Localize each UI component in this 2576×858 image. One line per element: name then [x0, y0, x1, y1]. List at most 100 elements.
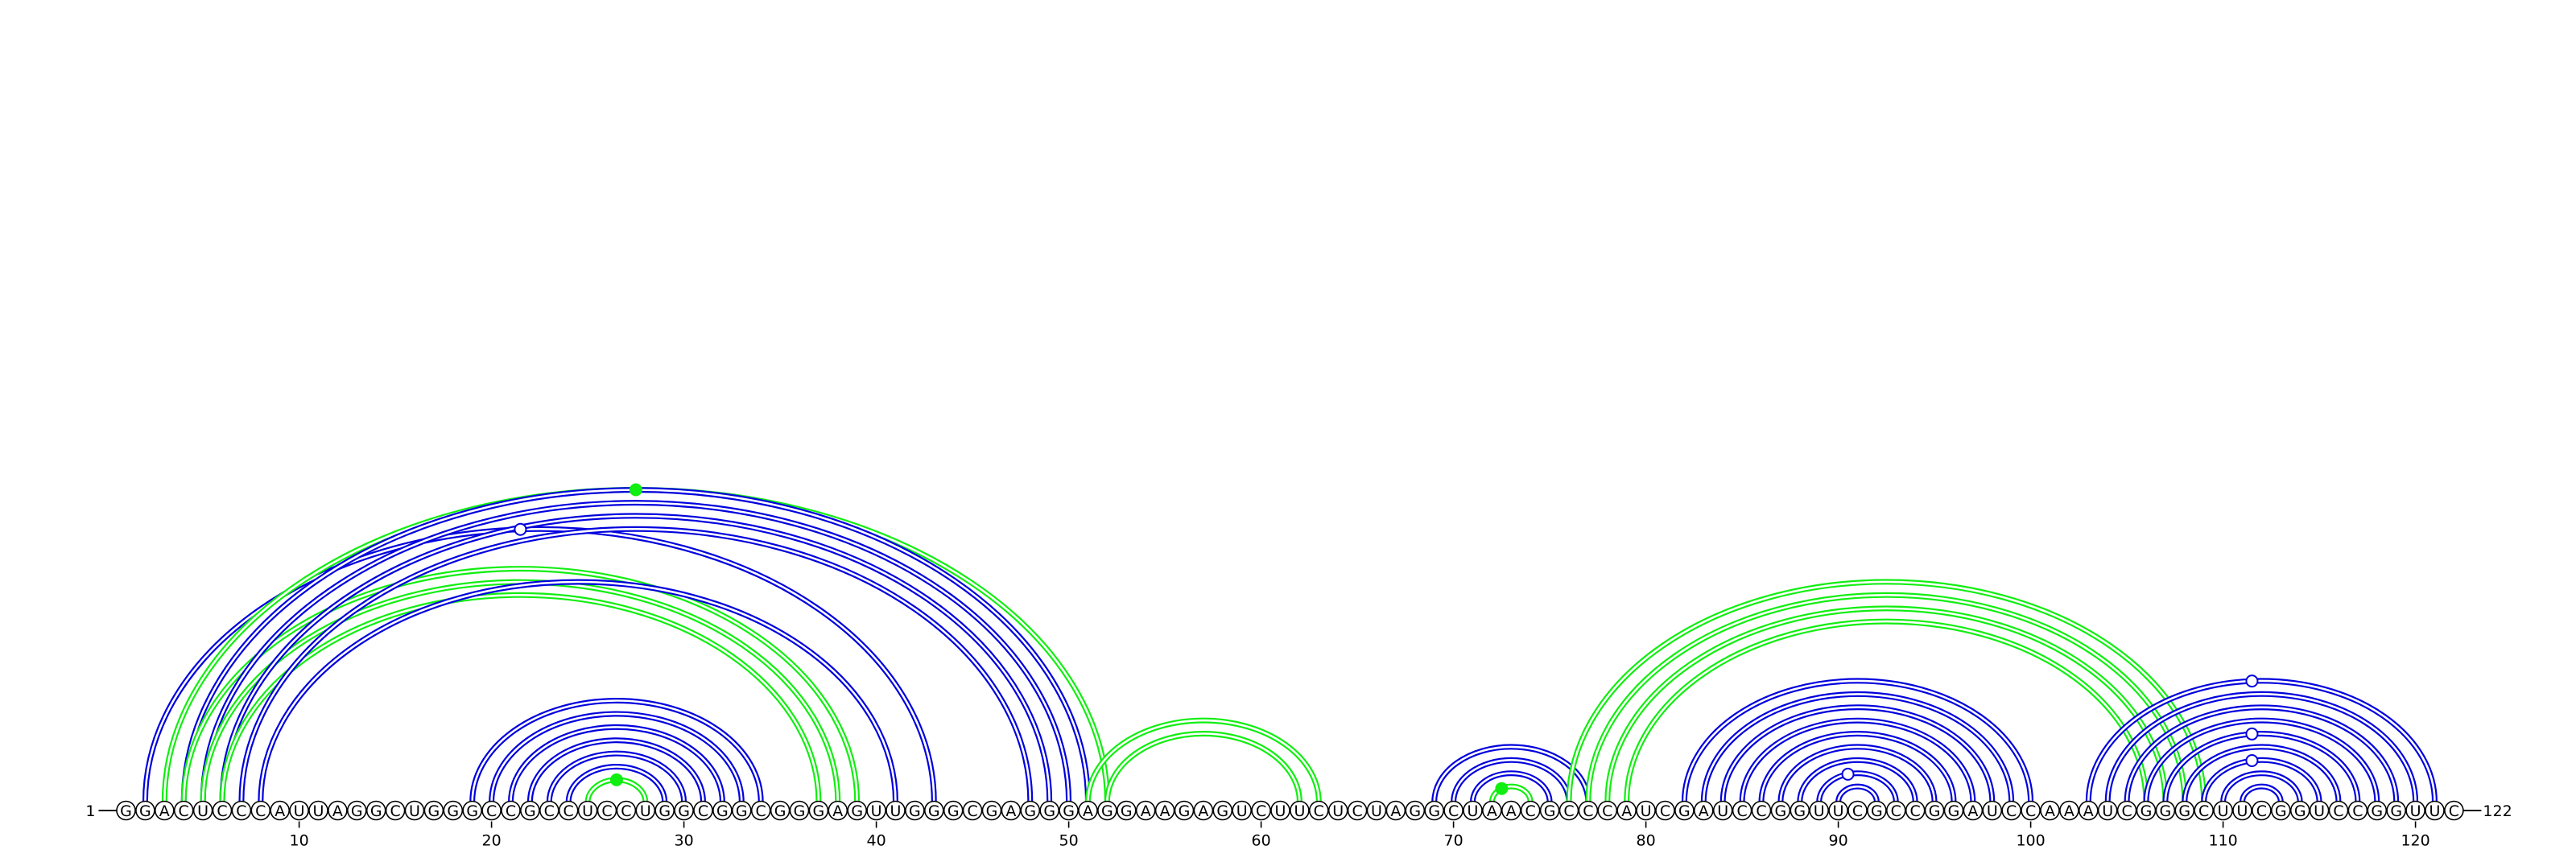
base-pair-arc-inner-22-31 — [529, 739, 704, 802]
nucleotide-letter-50: G — [1063, 802, 1075, 820]
nucleotide-circle-38 — [828, 800, 848, 821]
nucleotide-circle-84 — [1712, 800, 1733, 821]
base-pair-arc-inner-20-33 — [490, 712, 743, 802]
tick-label-80: 80 — [1637, 832, 1656, 850]
nucleotide-letter-21: C — [506, 802, 516, 820]
base-pair-arc-inner-79-106 — [1625, 620, 2148, 802]
nucleotide-letter-8: C — [255, 802, 266, 820]
nucleotide-letter-106: G — [2140, 802, 2153, 820]
tick-label-60: 60 — [1252, 832, 1271, 850]
nucleotide-letter-24: C — [564, 802, 574, 820]
nucleotide-letter-114: G — [2294, 802, 2306, 820]
nucleotide-circle-95 — [1924, 800, 1945, 821]
nucleotide-circle-72 — [1482, 800, 1502, 821]
nucleotide-letter-71: U — [1468, 802, 1479, 820]
nucleotide-circle-56 — [1174, 800, 1195, 821]
nucleotide-letter-29: G — [658, 802, 671, 820]
arc-marker-1 — [629, 483, 642, 497]
nucleotide-circle-50 — [1059, 800, 1079, 821]
nucleotide-circle-3 — [155, 800, 175, 821]
nucleotide-circle-54 — [1135, 800, 1156, 821]
nucleotide-circle-20 — [481, 800, 502, 821]
nucleotide-circle-29 — [654, 800, 675, 821]
nucleotide-letter-18: G — [447, 802, 459, 820]
base-pair-arc-inner-109-115 — [2202, 759, 2321, 802]
nucleotide-letter-2: G — [139, 802, 151, 820]
base-pair-arc-inner-87-95 — [1779, 745, 1936, 802]
nucleotide-letter-117: C — [2352, 802, 2363, 820]
nucleotide-circle-48 — [1020, 800, 1041, 821]
nucleotide-circle-92 — [1867, 800, 1887, 821]
arc-marker-6 — [2245, 674, 2259, 688]
nucleotide-letter-100: C — [2025, 802, 2036, 820]
position-axis: 10 20 30 40 50 60 70 80 90 100 110 120 — [290, 821, 2430, 850]
base-pair-arc-inner-7-48 — [240, 528, 1032, 802]
nucleotide-letter-103: A — [2083, 802, 2094, 820]
nucleotide-circle-111 — [2232, 800, 2252, 821]
nucleotide-letter-54: A — [1141, 802, 1151, 820]
nucleotide-circle-64 — [1327, 800, 1348, 821]
nucleotide-circle-99 — [2001, 800, 2021, 821]
nucleotide-circle-2 — [135, 800, 155, 821]
nucleotide-circle-11 — [308, 800, 328, 821]
nucleotide-circle-62 — [1290, 800, 1310, 821]
nucleotide-circle-27 — [616, 800, 637, 821]
nucleotide-circle-8 — [250, 800, 271, 821]
base-pair-arc-76-109 — [1566, 579, 2207, 802]
arc-marker-7 — [2245, 727, 2259, 740]
nucleotide-circle-85 — [1732, 800, 1752, 821]
nucleotide-circle-102 — [2059, 800, 2079, 821]
nucleotide-letter-30: G — [678, 802, 690, 820]
nucleotide-letter-92: G — [1871, 802, 1883, 820]
nucleotide-circle-39 — [847, 800, 867, 821]
nucleotide-circle-44 — [943, 800, 964, 821]
nucleotide-circle-107 — [2155, 800, 2176, 821]
tick-label-70: 70 — [1444, 832, 1463, 850]
nucleotide-letter-78: C — [1602, 802, 1612, 820]
nucleotide-circle-59 — [1232, 800, 1252, 821]
nucleotide-circle-5 — [192, 800, 213, 821]
nucleotide-circle-70 — [1443, 800, 1463, 821]
nucleotide-letter-9: A — [275, 802, 285, 820]
nucleotide-circle-35 — [770, 800, 791, 821]
nucleotide-circle-12 — [328, 800, 348, 821]
nucleotide-letter-91: C — [1852, 802, 1863, 820]
nucleotide-circle-96 — [1943, 800, 1964, 821]
base-pair-arc-inner-6-49 — [221, 514, 1051, 802]
nucleotide-letter-67: A — [1390, 802, 1401, 820]
base-pair-arc-inner-5-38 — [201, 580, 840, 802]
tick-label-20: 20 — [482, 832, 502, 850]
nucleotide-letter-118: G — [2371, 802, 2383, 820]
nucleotide-circle-78 — [1597, 800, 1618, 821]
nucleotide-circle-86 — [1751, 800, 1772, 821]
nucleotide-circle-33 — [731, 800, 752, 821]
nucleotide-letter-120: U — [2410, 802, 2421, 820]
nucleotide-circle-66 — [1366, 800, 1387, 821]
base-pair-arc-inner-104-120 — [2106, 693, 2417, 802]
base-pair-arc-inner-107-117 — [2164, 732, 2359, 802]
nucleotide-circle-60 — [1251, 800, 1271, 821]
nucleotide-circle-76 — [1558, 800, 1579, 821]
nucleotide-circle-21 — [501, 800, 521, 821]
nucleotide-letter-40: U — [871, 802, 882, 820]
base-pair-arc-inner-51-63 — [1087, 719, 1320, 802]
nucleotide-letter-44: G — [947, 802, 960, 820]
nucleotide-circle-41 — [886, 800, 906, 821]
nucleotide-letter-88: G — [1794, 802, 1806, 820]
tick-label-40: 40 — [867, 832, 886, 850]
nucleotide-circle-49 — [1039, 800, 1059, 821]
nucleotide-letter-116: C — [2333, 802, 2343, 820]
tick-label-10: 10 — [290, 832, 309, 850]
nucleotide-letter-119: G — [2390, 802, 2402, 820]
nucleotide-letter-69: G — [1428, 802, 1440, 820]
base-pair-arc-inner-84-98 — [1721, 706, 1994, 802]
nucleotide-letter-93: C — [1891, 802, 1901, 820]
nucleotide-letter-28: U — [640, 802, 651, 820]
nucleotide-letter-47: A — [1005, 802, 1016, 820]
nucleotide-letter-11: U — [313, 802, 324, 820]
nucleotide-letter-83: A — [1699, 802, 1709, 820]
sequence-baseline: 1 122 — [85, 802, 2512, 820]
tick-label-110: 110 — [2208, 832, 2237, 850]
base-pair-arc-6-49 — [219, 513, 1053, 802]
